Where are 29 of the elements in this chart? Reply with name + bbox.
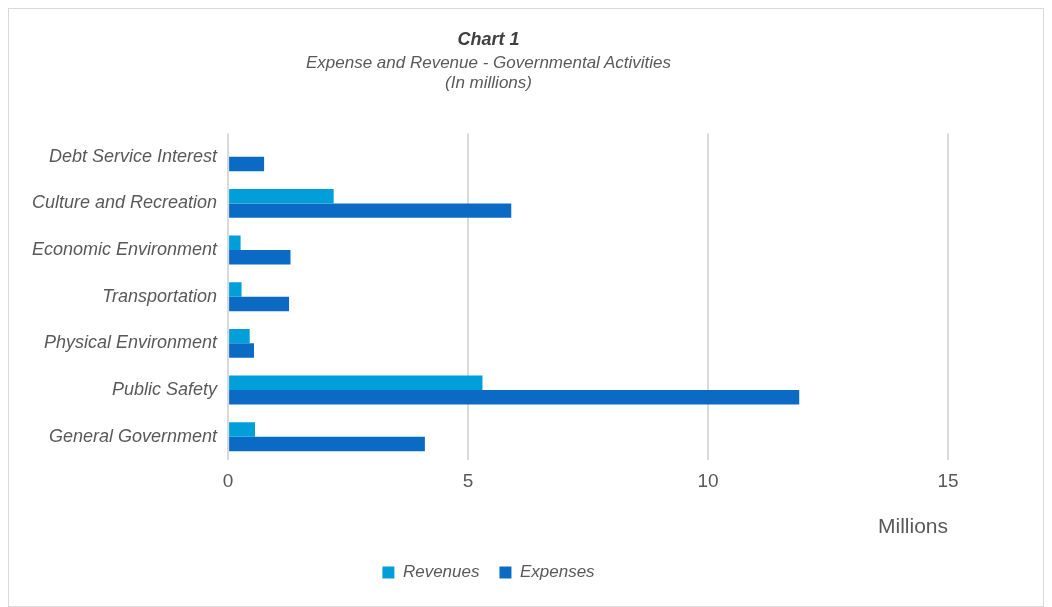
- bar: [229, 436, 425, 452]
- bar: [229, 235, 241, 251]
- x-axis-title: Millions: [877, 514, 948, 538]
- y-tick-label: Culture and Recreation: [32, 192, 218, 213]
- bar: [229, 390, 800, 405]
- y-tick-label: General Government: [49, 425, 219, 446]
- bar: [229, 422, 255, 437]
- bar: [229, 296, 290, 312]
- legend-label: Revenues: [402, 562, 480, 582]
- x-tick-label: 15: [937, 469, 959, 491]
- bar: [229, 203, 512, 218]
- bar: [229, 250, 291, 265]
- x-tick-label: 5: [462, 469, 474, 491]
- legend-label: Expenses: [519, 562, 596, 582]
- y-tick-label: Public Safety: [112, 379, 219, 400]
- y-tick-label: Debt Service Interest: [49, 145, 219, 166]
- y-tick-label: Economic Environment: [32, 239, 219, 260]
- x-tick-label: 10: [697, 469, 719, 491]
- bar: [229, 188, 334, 204]
- bar: [229, 343, 255, 358]
- chart-title: Chart 1: [457, 28, 520, 49]
- x-tick-label: 0: [222, 469, 234, 491]
- bar: [229, 375, 483, 391]
- chart-subtitle: Expense and Revenue - Governmental Activities (In millions): [305, 52, 672, 92]
- bar: [229, 156, 265, 172]
- y-tick-label: Transportation: [102, 285, 218, 306]
- bar: [229, 328, 250, 344]
- y-tick-label: Physical Environment: [44, 332, 219, 353]
- bar: [229, 282, 242, 297]
